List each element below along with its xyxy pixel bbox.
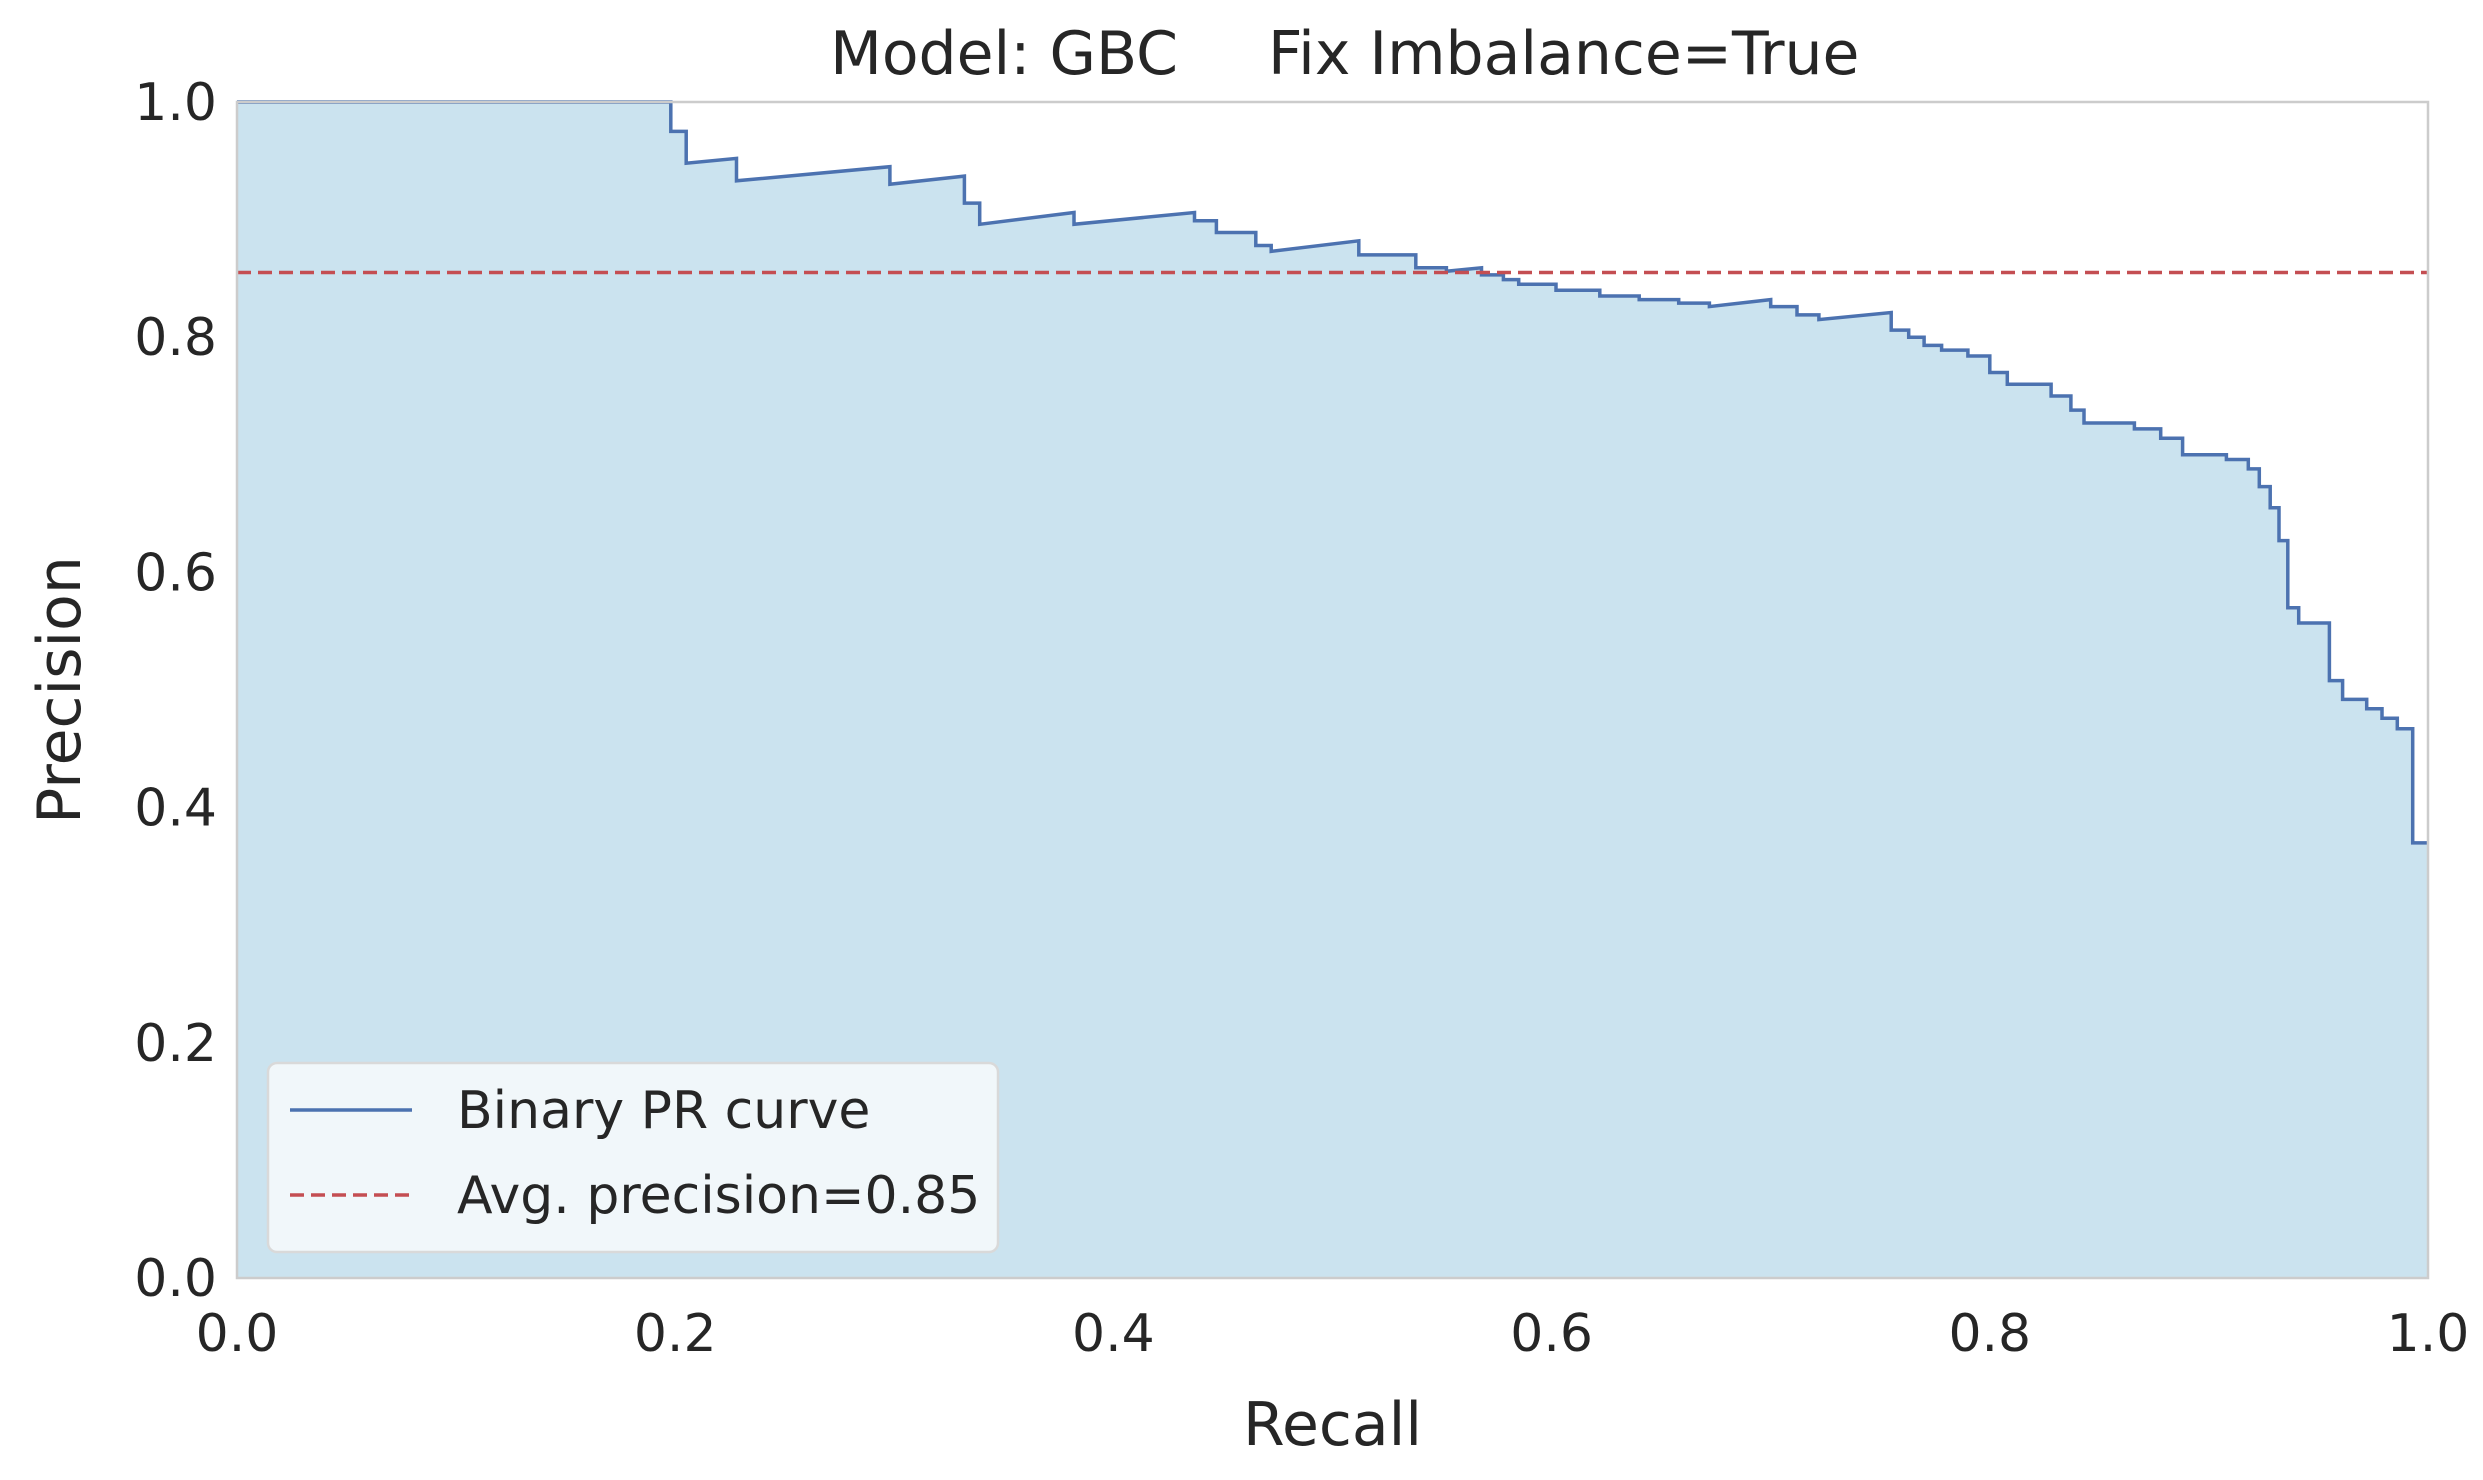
y-axis-label: Precision	[25, 556, 95, 824]
legend-box	[266, 1061, 1000, 1254]
legend: Binary PR curve Avg. precision=0.85	[266, 1061, 1000, 1254]
pr-curve-fill	[237, 102, 2428, 1278]
x-axis-ticks: 0.0 0.2 0.4 0.6 0.8 1.0	[196, 1304, 2470, 1364]
chart-title-model: Model: GBC	[830, 19, 1178, 89]
legend-label-pr-curve: Binary PR curve	[457, 1081, 870, 1141]
y-tick-label: 0.0	[134, 1249, 217, 1309]
x-tick-label: 0.8	[1948, 1304, 2031, 1364]
x-tick-label: 0.4	[1072, 1304, 1155, 1364]
chart-title-imbalance: Fix Imbalance=True	[1268, 19, 1859, 89]
x-tick-label: 1.0	[2387, 1304, 2470, 1364]
y-tick-label: 0.2	[134, 1014, 217, 1074]
y-axis-ticks: 0.0 0.2 0.4 0.6 0.8 1.0	[134, 73, 217, 1309]
y-tick-label: 0.4	[134, 779, 217, 839]
legend-label-avg-precision: Avg. precision=0.85	[457, 1166, 980, 1226]
x-tick-label: 0.2	[634, 1304, 717, 1364]
pr-curve-line	[237, 100, 2428, 845]
y-tick-label: 0.6	[134, 543, 217, 603]
x-axis-label: Recall	[1243, 1390, 1422, 1460]
plot-area	[235, 100, 2430, 1280]
y-tick-label: 0.8	[134, 308, 217, 368]
x-tick-label: 0.0	[196, 1304, 279, 1364]
y-tick-label: 1.0	[134, 73, 217, 133]
x-tick-label: 0.6	[1510, 1304, 1593, 1364]
plot-frame	[235, 100, 2430, 1280]
